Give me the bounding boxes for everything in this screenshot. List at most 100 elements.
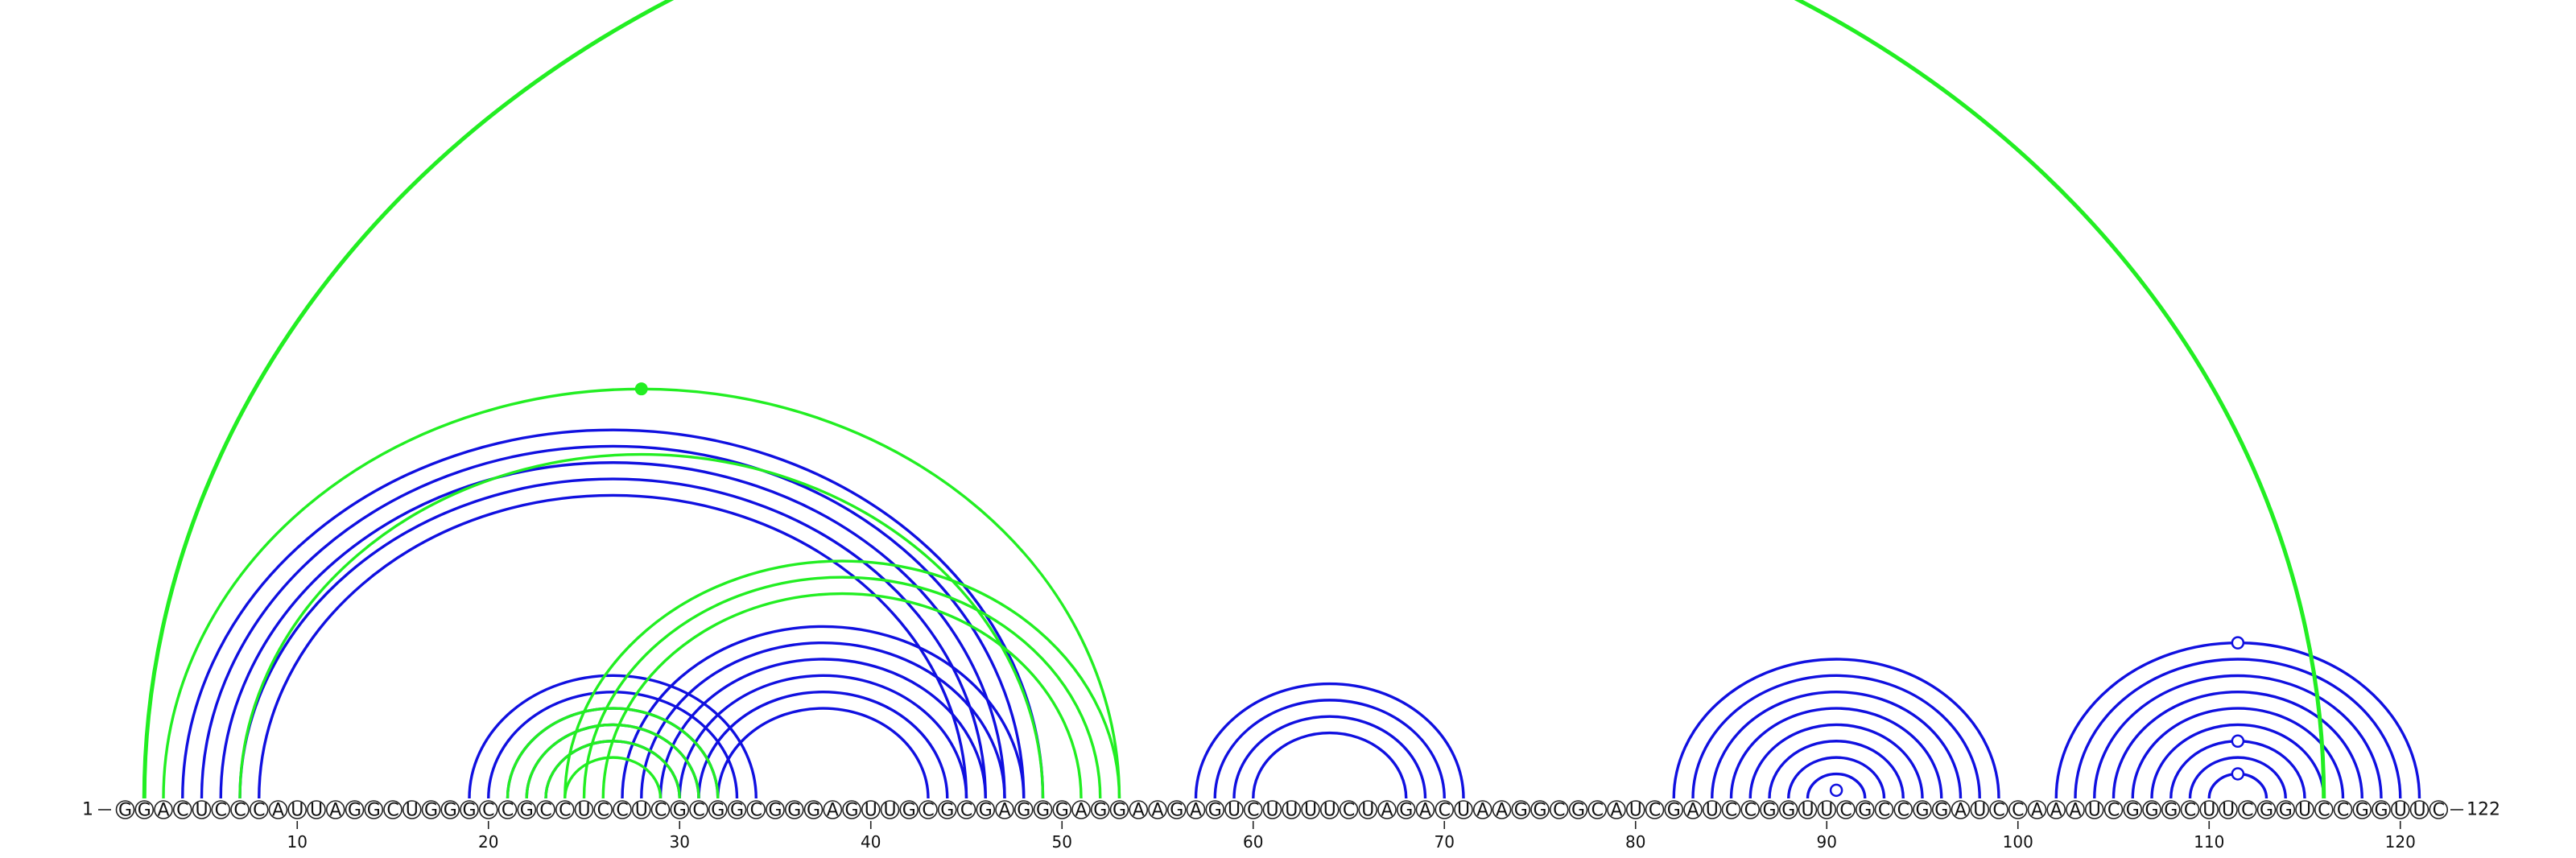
base-letter: U <box>406 801 419 821</box>
base-node: U <box>1454 800 1473 821</box>
base-node: C <box>478 800 498 821</box>
base-circle <box>2372 800 2391 819</box>
base-circle <box>842 800 861 819</box>
base-circle <box>2123 800 2143 819</box>
base-node: C <box>497 800 518 821</box>
base-circle <box>937 800 957 819</box>
base-node: A <box>1607 800 1626 821</box>
base-node: U <box>574 800 594 821</box>
base-letter: G <box>2126 801 2140 821</box>
blue-pair-arc <box>2093 674 2383 799</box>
axis: 1 122 <box>82 800 2500 820</box>
base-node: C <box>689 800 708 821</box>
base-letter: U <box>2413 801 2425 821</box>
base-letter: G <box>2164 801 2178 821</box>
base-circle <box>976 800 996 819</box>
base-node: U <box>1301 800 1320 821</box>
base-letter: A <box>329 801 341 821</box>
blue-pair-arc <box>219 461 1006 799</box>
base-letter: U <box>291 801 303 821</box>
base-node: C <box>1836 800 1856 821</box>
base-letter: A <box>2031 801 2043 821</box>
base-letter: G <box>711 801 724 821</box>
base-circle <box>1052 800 1072 819</box>
base-circle <box>1760 800 1779 819</box>
base-circle <box>1683 800 1703 819</box>
base-letter: U <box>1361 801 1374 821</box>
base-circle <box>1224 800 1244 819</box>
base-letter: A <box>827 801 839 821</box>
blue-arc-marker <box>1829 783 1843 798</box>
base-node: C <box>2333 800 2353 821</box>
base-node: G <box>708 800 728 821</box>
blue-pair-arc <box>697 691 949 799</box>
base-letter: C <box>960 801 972 821</box>
base-circle <box>1625 800 1645 819</box>
base-letter: U <box>1820 801 1833 821</box>
base-node: U <box>1625 800 1645 821</box>
base-node: A <box>1148 800 1167 821</box>
base-circle <box>115 800 135 819</box>
base-node: A <box>2066 800 2085 821</box>
base-node: G <box>1931 800 1951 821</box>
base-circle <box>803 800 824 819</box>
base-circle <box>287 800 308 819</box>
base-circle <box>2161 800 2181 819</box>
base-node: U <box>1817 800 1837 821</box>
base-letter: U <box>1457 801 1470 821</box>
base-letter: C <box>2318 801 2330 821</box>
base-node: G <box>1109 800 1129 821</box>
blue-arc-marker <box>2231 734 2245 749</box>
base-letter: G <box>1781 801 1795 821</box>
base-node: A <box>823 800 843 821</box>
base-node: C <box>2103 800 2124 821</box>
base-circle <box>2180 800 2200 819</box>
base-letter: G <box>787 801 801 821</box>
base-node: C <box>1243 800 1263 821</box>
base-letter: G <box>979 801 993 821</box>
base-letter: C <box>1897 801 1909 821</box>
base-node: G <box>1913 800 1932 821</box>
base-node: C <box>593 800 613 821</box>
base-node: C <box>1587 800 1608 821</box>
base-node: U <box>880 800 900 821</box>
base-circle <box>2256 800 2277 819</box>
base-circle <box>727 800 747 819</box>
base-circle <box>2103 800 2124 819</box>
base-circle <box>2429 800 2449 819</box>
base-node: U <box>402 800 422 821</box>
base-node: A <box>1071 800 1091 821</box>
base-node: C <box>1549 800 1569 821</box>
base-node: G <box>766 800 785 821</box>
base-letter: U <box>635 801 648 821</box>
green-pair-arc <box>506 707 720 799</box>
base-circle <box>1778 800 1798 819</box>
base-node: U <box>1282 800 1302 821</box>
base-circle <box>995 800 1014 819</box>
base-node: A <box>1129 800 1149 821</box>
base-circle <box>574 800 594 819</box>
base-node: C <box>249 800 269 821</box>
base-letter: A <box>1190 801 1202 821</box>
base-letter: A <box>1610 801 1622 821</box>
base-letter: G <box>138 801 151 821</box>
base-circle <box>1511 800 1531 819</box>
tick-label: 60 <box>1243 832 1263 852</box>
base-circle <box>1721 800 1741 819</box>
base-node: C <box>2237 800 2257 821</box>
base-circle <box>1931 800 1951 819</box>
base-letter: C <box>616 801 628 821</box>
green-pair-arc <box>564 756 663 799</box>
base-node: G <box>727 800 747 821</box>
base-circle <box>766 800 785 819</box>
base-letter: G <box>1093 801 1107 821</box>
blue-pair-arc <box>1194 682 1465 799</box>
base-node: C <box>1893 800 1913 821</box>
arc-markers <box>634 382 2245 798</box>
base-circle <box>249 800 269 819</box>
base-letter: G <box>2145 801 2158 821</box>
base-node: G <box>115 800 135 821</box>
base-letter: C <box>1553 801 1565 821</box>
